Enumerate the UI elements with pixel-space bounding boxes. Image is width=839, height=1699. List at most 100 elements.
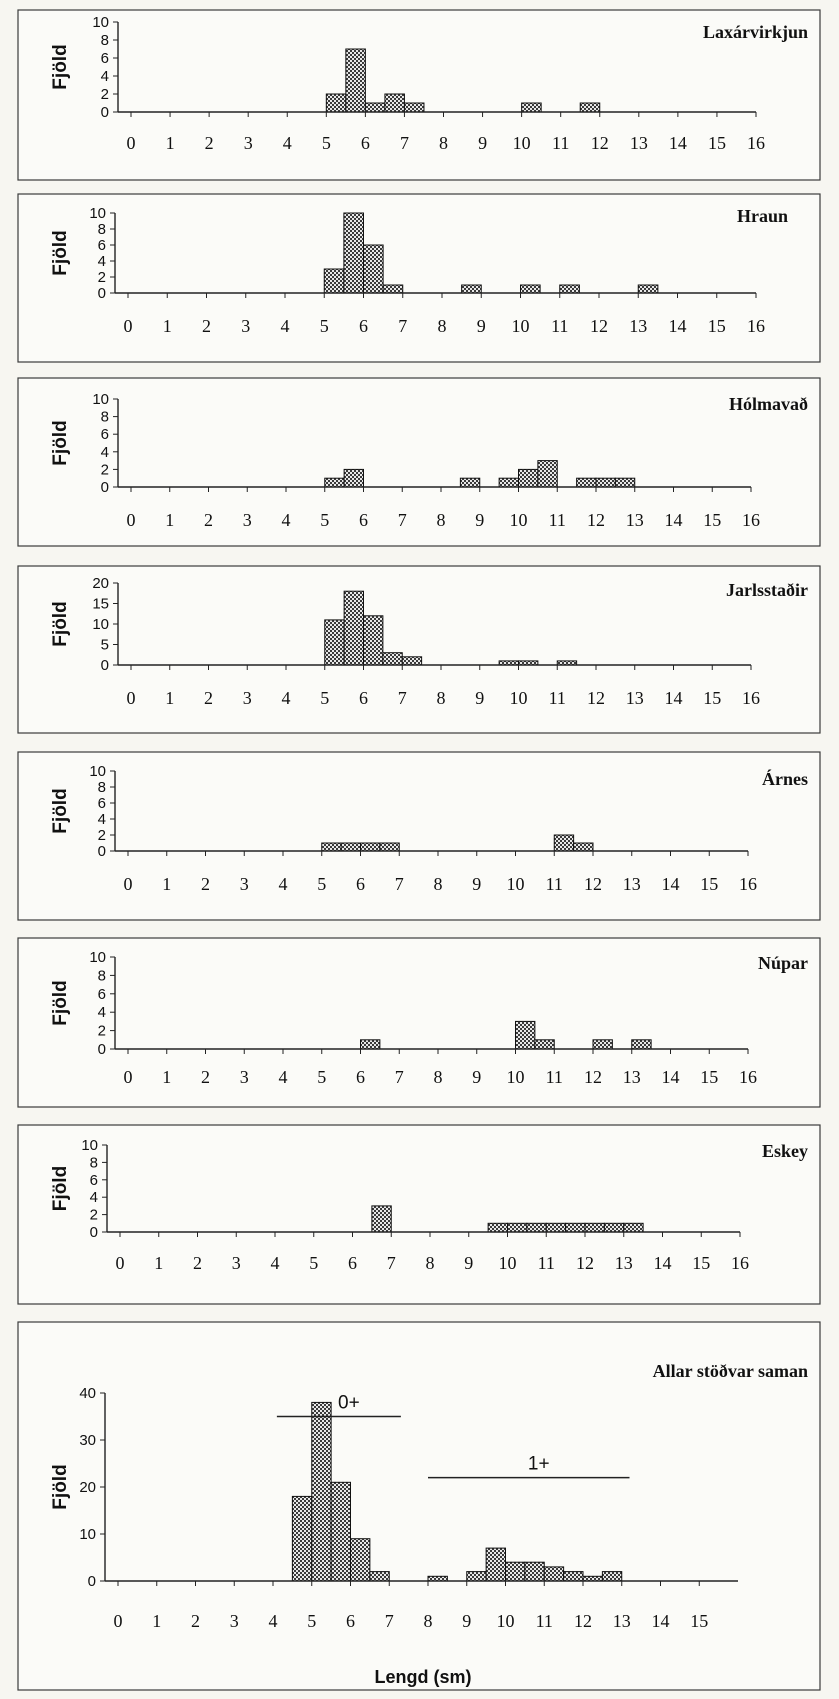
x-tick-label: 3	[240, 874, 249, 894]
histogram-bar	[631, 1039, 652, 1050]
y-axis-label: Fjöld	[50, 980, 71, 1025]
histogram-bar	[498, 477, 519, 488]
x-tick-label: 3	[241, 316, 250, 336]
y-tick-label: 0	[98, 1041, 106, 1058]
histogram-bar	[565, 1222, 586, 1233]
x-tick-label: 3	[232, 1253, 241, 1273]
panel-title: Allar stöðvar saman	[653, 1361, 808, 1381]
x-tick-label: 2	[191, 1611, 200, 1631]
histogram-bar	[537, 460, 558, 488]
panel-frame	[17, 937, 821, 1108]
x-tick-label: 6	[348, 1253, 357, 1273]
histogram-bar	[382, 652, 403, 666]
x-tick-label: 15	[703, 510, 721, 530]
panel-title: Núpar	[758, 953, 808, 973]
histogram-bar	[582, 1575, 603, 1582]
x-tick-label: 1	[162, 1067, 171, 1087]
y-tick-label: 8	[101, 32, 109, 49]
y-tick-label: 4	[101, 444, 109, 461]
histogram-bar	[401, 656, 423, 666]
x-tick-label: 1	[154, 1253, 163, 1273]
panel-frame	[17, 9, 821, 181]
y-tick-label: 4	[98, 1004, 106, 1021]
x-tick-label: 7	[400, 133, 409, 153]
histogram-bar	[614, 477, 636, 488]
x-tick-label: 3	[230, 1611, 239, 1631]
x-tick-label: 16	[747, 133, 765, 153]
x-tick-label: 2	[205, 133, 214, 153]
y-axis-label: Fjöld	[50, 788, 71, 833]
y-axis-label: Fjöld	[50, 420, 71, 465]
y-tick-label: 0	[101, 479, 109, 496]
panel-frame	[17, 193, 821, 363]
y-tick-label: 8	[98, 967, 106, 984]
histogram-bar	[379, 842, 400, 852]
histogram-bar	[291, 1495, 313, 1582]
panel-frame	[17, 1124, 821, 1305]
x-tick-label: 14	[652, 1611, 670, 1631]
y-tick-label: 2	[98, 1023, 106, 1040]
x-tick-label: 12	[584, 874, 602, 894]
x-tick-label: 3	[240, 1067, 249, 1087]
y-tick-label: 6	[98, 237, 106, 254]
x-tick-label: 10	[507, 1067, 525, 1087]
histogram-bar	[461, 284, 482, 294]
y-tick-label: 10	[92, 616, 109, 633]
panel-title: Hólmavað	[729, 394, 808, 414]
x-tick-label: 0	[124, 1067, 133, 1087]
x-tick-label: 4	[282, 510, 291, 530]
x-tick-label: 9	[477, 316, 486, 336]
x-tick-label: 2	[204, 688, 213, 708]
x-tick-label: 1	[165, 510, 174, 530]
histogram-bar	[364, 102, 386, 113]
x-tick-label: 7	[395, 874, 404, 894]
panel-title: Eskey	[762, 1141, 808, 1161]
histogram-bar	[427, 1575, 448, 1582]
x-tick-label: 5	[320, 510, 329, 530]
y-tick-label: 20	[79, 1479, 96, 1496]
x-tick-label: 4	[269, 1611, 278, 1631]
histogram-bar	[637, 284, 659, 294]
x-tick-label: 11	[546, 1067, 563, 1087]
x-tick-label: 10	[512, 316, 530, 336]
x-tick-label: 0	[124, 874, 133, 894]
y-tick-label: 2	[98, 269, 106, 286]
x-tick-label: 14	[654, 1253, 672, 1273]
x-tick-label: 15	[700, 1067, 718, 1087]
histogram-bar	[324, 619, 345, 666]
x-tick-label: 15	[690, 1611, 708, 1631]
x-tick-label: 10	[510, 510, 528, 530]
y-axis-label: Fjöld	[50, 1464, 71, 1509]
x-tick-label: 4	[281, 316, 290, 336]
x-tick-label: 6	[359, 316, 368, 336]
x-tick-label: 7	[387, 1253, 396, 1273]
x-tick-label: 8	[424, 1611, 433, 1631]
x-tick-label: 2	[193, 1253, 202, 1273]
histogram-bar	[350, 1538, 371, 1582]
x-tick-label: 4	[283, 133, 292, 153]
histogram-bar	[576, 477, 597, 488]
histogram-bar	[507, 1222, 528, 1233]
x-tick-label: 0	[116, 1253, 125, 1273]
histogram-bar	[403, 102, 425, 113]
x-tick-label: 13	[623, 1067, 641, 1087]
x-tick-label: 5	[320, 316, 329, 336]
y-axis-label: Fjöld	[50, 601, 71, 646]
x-tick-label: 7	[398, 688, 407, 708]
x-tick-label: 11	[546, 874, 563, 894]
x-tick-label: 0	[127, 688, 136, 708]
histogram-bar	[369, 1571, 390, 1582]
panel-frame	[17, 751, 821, 921]
panel-title: Jarlsstaðir	[726, 580, 808, 600]
x-tick-label: 6	[356, 1067, 365, 1087]
x-tick-label: 5	[322, 133, 331, 153]
y-tick-label: 30	[79, 1432, 96, 1449]
histogram-bar	[321, 842, 342, 852]
